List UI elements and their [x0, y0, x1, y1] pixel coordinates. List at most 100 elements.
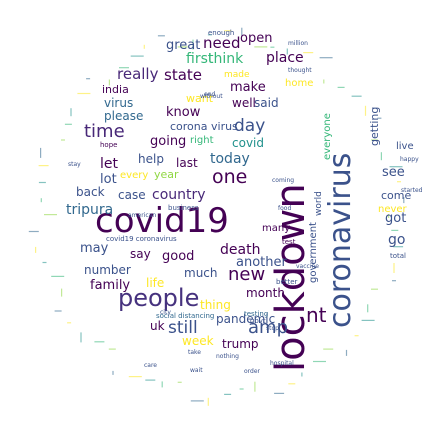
- filler-word-mark: [80, 332, 82, 343]
- word-thing: thing: [200, 298, 231, 312]
- word-without: without: [200, 93, 223, 100]
- filler-word-mark: [61, 288, 63, 297]
- word-everyone: everyone: [322, 113, 333, 160]
- filler-word-mark: [192, 39, 194, 50]
- word-want: want: [186, 92, 214, 105]
- filler-word-mark: [42, 261, 47, 264]
- word-vaccine: vaccine: [296, 263, 319, 270]
- word-going: going: [150, 134, 186, 149]
- word-virus: virus: [104, 96, 133, 110]
- word-number: number: [84, 263, 131, 277]
- word-hospital: hospital: [270, 360, 294, 367]
- filler-word-mark: [224, 393, 232, 395]
- word-corona-virus: corona virus: [170, 120, 238, 133]
- filler-word-mark: [70, 108, 72, 117]
- word-one: one: [212, 166, 247, 188]
- word-may: may: [80, 241, 109, 256]
- word-take: take: [188, 349, 201, 356]
- word-food: food: [278, 205, 291, 212]
- word-trump: trump: [222, 337, 259, 351]
- word-still: still: [168, 318, 198, 338]
- filler-word-mark: [371, 139, 378, 141]
- filler-word-mark: [389, 166, 403, 168]
- word-open: open: [240, 31, 272, 46]
- word-home: home: [285, 78, 313, 89]
- filler-word-mark: [143, 44, 145, 49]
- word-first: first: [186, 51, 214, 67]
- filler-word-mark: [371, 288, 378, 290]
- filler-word-mark: [393, 246, 404, 248]
- filler-word-mark: [319, 57, 333, 59]
- word-go: go: [388, 232, 405, 248]
- word-good: good: [162, 249, 194, 264]
- filler-word-mark: [337, 86, 345, 88]
- word-city: city: [160, 309, 171, 316]
- word-people: people: [118, 284, 199, 312]
- word-nothing: nothing: [216, 353, 239, 360]
- filler-word-mark: [303, 52, 314, 54]
- filler-word-mark: [108, 79, 110, 86]
- word-let: let: [100, 156, 119, 172]
- word-stay: stay: [68, 161, 81, 168]
- word-country: country: [152, 187, 206, 203]
- word-covid: covid: [232, 136, 264, 150]
- word-world: world: [314, 191, 324, 216]
- filler-word-mark: [351, 95, 362, 97]
- filler-word-mark: [323, 79, 325, 84]
- word-see: see: [382, 165, 405, 180]
- word-started: started: [401, 187, 423, 194]
- word-come: come: [381, 189, 411, 202]
- filler-word-mark: [388, 214, 390, 218]
- filler-word-mark: [157, 35, 165, 37]
- word-wait: wait: [190, 367, 203, 374]
- word-never: never: [378, 204, 408, 215]
- word-know: know: [166, 105, 201, 120]
- word-happy: happy: [400, 156, 419, 163]
- filler-word-mark: [77, 92, 91, 95]
- filler-word-mark: [38, 165, 49, 167]
- word-uk: uk: [150, 319, 165, 333]
- word-covid19-coronavirus: covid19 coronavirus: [106, 235, 177, 243]
- filler-word-mark: [35, 246, 37, 253]
- filler-word-mark: [270, 46, 275, 48]
- filler-word-mark: [241, 27, 243, 36]
- filler-word-mark: [44, 214, 57, 216]
- filler-word-mark: [224, 30, 232, 32]
- word-help: help: [138, 152, 164, 166]
- filler-word-mark: [274, 392, 285, 394]
- filler-word-mark: [119, 67, 129, 69]
- word-month: month: [246, 286, 285, 300]
- filler-word-mark: [313, 360, 326, 363]
- word-today: today: [210, 151, 250, 167]
- word-another: another: [236, 255, 287, 270]
- filler-word-mark: [323, 348, 334, 350]
- word-new: new: [228, 264, 265, 285]
- filler-word-mark: [108, 348, 116, 350]
- word-day: day: [234, 116, 265, 136]
- filler-word-mark: [377, 117, 382, 119]
- filler-word-mark: [361, 319, 375, 321]
- filler-word-mark: [40, 147, 42, 158]
- filler-word-mark: [207, 397, 209, 406]
- word-much: much: [184, 266, 218, 280]
- filler-word-mark: [397, 181, 401, 183]
- word-really: really: [117, 65, 159, 83]
- word-coronavirus: coronavirus: [323, 153, 358, 328]
- word-coming: coming: [272, 177, 294, 184]
- word-covid19: covid19: [95, 201, 229, 241]
- filler-word-mark: [301, 372, 303, 377]
- word-live: live: [396, 141, 414, 152]
- word-tripura: tripura: [66, 202, 113, 218]
- filler-word-mark: [354, 335, 359, 337]
- word-great: great: [166, 38, 200, 53]
- word-got: got: [385, 211, 406, 226]
- filler-word-mark: [207, 34, 212, 36]
- filler-word-mark: [130, 55, 144, 57]
- filler-word-mark: [403, 197, 405, 204]
- filler-word-mark: [67, 322, 72, 324]
- word-state: state: [164, 66, 202, 84]
- filler-word-mark: [64, 123, 72, 125]
- word-india: india: [102, 83, 129, 96]
- filler-word-mark: [40, 198, 42, 203]
